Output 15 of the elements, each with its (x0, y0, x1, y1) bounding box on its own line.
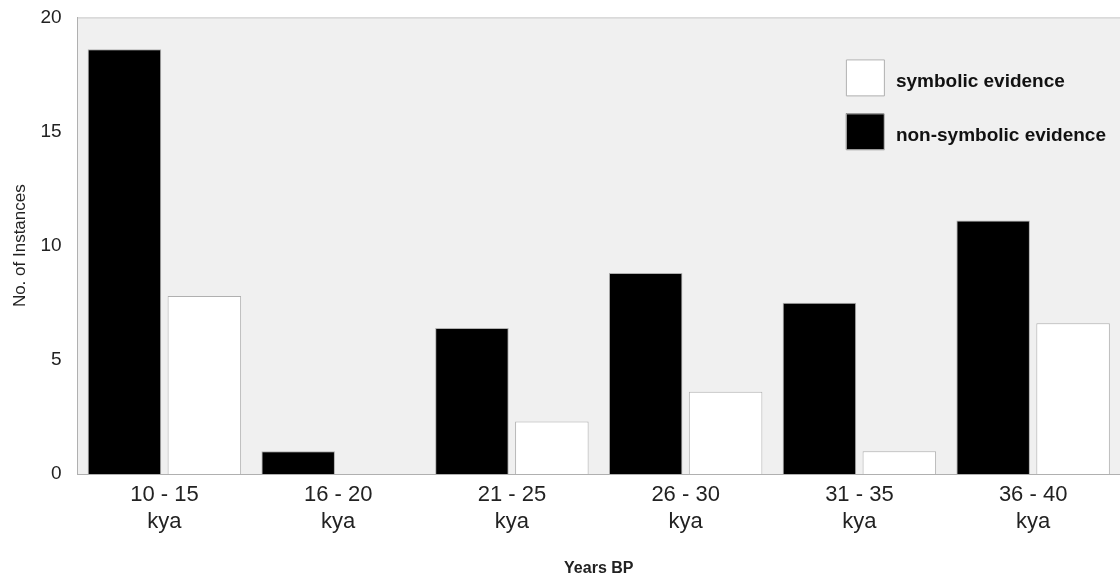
x-tick-label: 21 - 25 kya (477, 481, 547, 533)
legend-label: non-symbolic evidence (895, 123, 1107, 145)
y-tick-label: 10 (40, 233, 62, 255)
y-tick-label: 5 (50, 348, 62, 370)
legend-label: symbolic evidence (895, 69, 1065, 91)
x-tick-label: 10 - 15 kya (130, 481, 199, 533)
x-tick-label: 26 - 30 kya (651, 481, 720, 533)
x-axis-title: Years BP (564, 558, 634, 576)
y-tick-label: 20 (40, 5, 62, 27)
x-tick-label: 31 - 35 kya (825, 481, 894, 533)
y-tick-label: 15 (40, 119, 62, 141)
y-tick-label: 0 (50, 462, 62, 484)
x-tick-label: 16 - 20 kya (303, 481, 373, 533)
x-tick-label: 36 - 40 kya (998, 481, 1068, 533)
y-axis-title: No. of Instances (9, 184, 29, 308)
